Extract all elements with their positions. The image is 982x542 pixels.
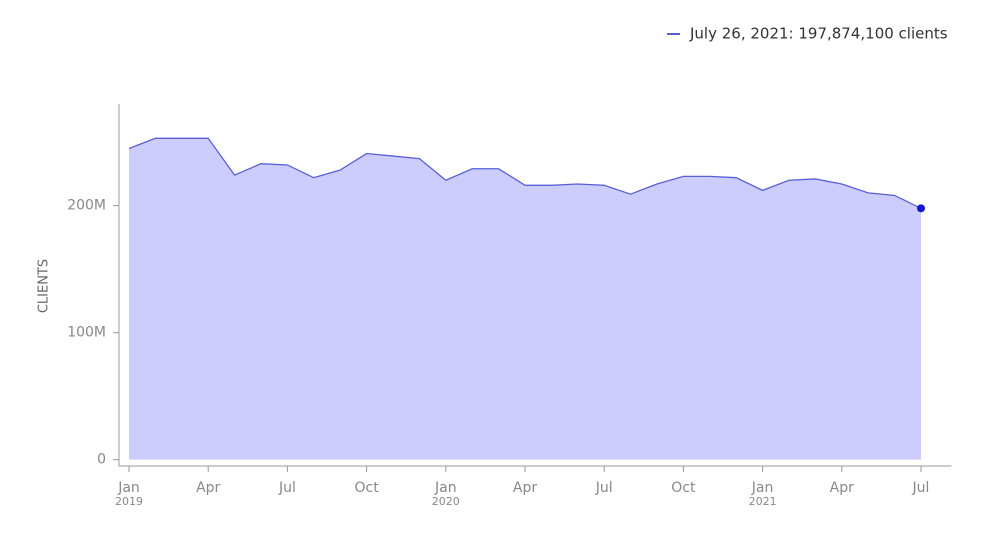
x-tick-label: Jan bbox=[751, 480, 774, 496]
highlight-point bbox=[917, 204, 925, 213]
x-tick-year: 2019 bbox=[115, 495, 143, 508]
x-tick-label: Oct bbox=[671, 480, 696, 496]
x-tick-label: Jan bbox=[434, 480, 457, 496]
x-tick-label: Jan bbox=[117, 480, 140, 496]
x-tick-year: 2021 bbox=[749, 495, 777, 508]
x-tick-label: Oct bbox=[354, 480, 379, 496]
line bbox=[128, 137, 922, 209]
y-tick-label: 100M bbox=[67, 325, 106, 341]
x-tick-label: Jul bbox=[595, 480, 613, 496]
x-tick-year: 2020 bbox=[432, 495, 460, 508]
x-tick-label: Jul bbox=[278, 480, 296, 496]
x-tick-label: Jul bbox=[912, 480, 930, 496]
x-tick-label: Apr bbox=[513, 480, 537, 496]
y-tick-label: 200M bbox=[67, 198, 106, 214]
legend-text: July 26, 2021: 197,874,100 clients bbox=[689, 25, 948, 43]
x-tick-label: Apr bbox=[830, 480, 854, 496]
x-tick-label: Apr bbox=[196, 480, 220, 496]
y-axis-label: CLIENTS bbox=[37, 259, 52, 313]
y-tick-label: 0 bbox=[97, 452, 106, 468]
area bbox=[129, 138, 921, 460]
